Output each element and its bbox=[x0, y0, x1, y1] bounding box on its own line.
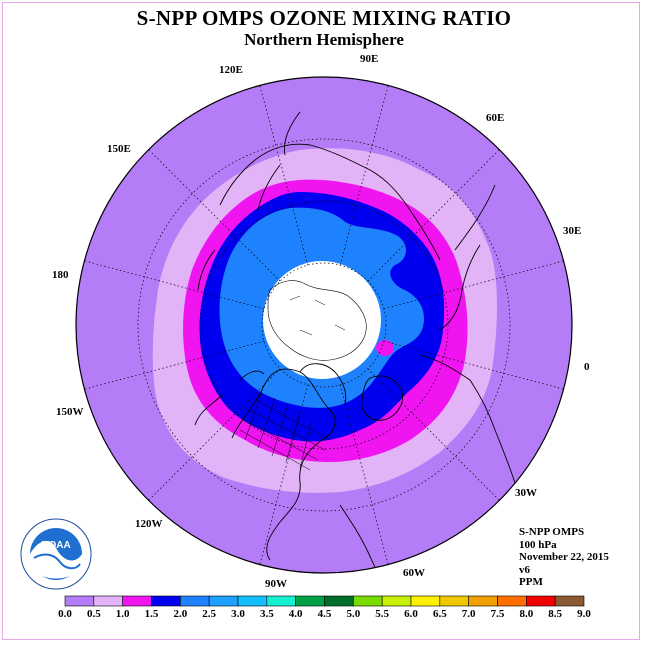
map-border bbox=[75, 76, 573, 574]
colorbar-swatch bbox=[353, 595, 383, 607]
coastlines bbox=[194, 111, 521, 573]
meridian-line bbox=[148, 368, 281, 501]
lon-label-60e: 60E bbox=[486, 112, 504, 124]
colorbar-tick-label: 8.5 bbox=[548, 608, 563, 620]
colorbar-tick-label: 0.0 bbox=[58, 608, 72, 620]
lon-label-120w: 120W bbox=[135, 518, 163, 530]
colorbar-swatch bbox=[180, 595, 210, 607]
colorbar-swatch bbox=[381, 595, 412, 607]
info-instrument: S-NPP OMPS bbox=[519, 526, 585, 538]
colorbar-swatch bbox=[93, 595, 123, 607]
colorbar-swatch bbox=[151, 595, 181, 607]
colorbar-swatch bbox=[554, 595, 585, 607]
meridian-line bbox=[259, 384, 309, 565]
meridian-line bbox=[339, 85, 389, 266]
map-subtitle: Northern Hemisphere bbox=[244, 30, 404, 49]
lon-label-180: 180 bbox=[52, 269, 69, 281]
colorbar-swatch bbox=[64, 595, 95, 607]
meridian-line bbox=[367, 149, 500, 282]
colorbar-tick-label: 8.0 bbox=[519, 608, 534, 620]
colorbar-tick-label: 1.0 bbox=[115, 608, 130, 620]
colorbar-tick-label: 4.0 bbox=[288, 608, 303, 620]
colorbar-swatch bbox=[266, 595, 296, 607]
info-units: PPM bbox=[519, 576, 543, 588]
lon-label-90w: 90W bbox=[265, 578, 287, 590]
colorbar-tick-label: 7.5 bbox=[490, 608, 505, 620]
colorbar-tick-label: 2.0 bbox=[173, 608, 188, 620]
meridian-line bbox=[84, 340, 265, 390]
info-block: S-NPP OMPS 100 hPa November 22, 2015 v6 … bbox=[519, 526, 609, 589]
noaa-logo: NOAA bbox=[20, 518, 92, 590]
info-level: 100 hPa bbox=[519, 538, 557, 551]
meridian-line bbox=[383, 260, 564, 310]
colorbar-swatch bbox=[122, 595, 152, 607]
lon-label-60w: 60W bbox=[403, 567, 425, 579]
figure-frame bbox=[2, 2, 640, 640]
colorbar-swatch bbox=[497, 595, 527, 607]
colorbar-tick-label: 1.5 bbox=[144, 608, 159, 620]
colorbar-swatch bbox=[468, 595, 498, 607]
info-version: v6 bbox=[519, 563, 530, 576]
ozone-patch bbox=[376, 340, 394, 356]
colorbar-swatch bbox=[237, 595, 268, 607]
colorbar-tick-label: 6.0 bbox=[404, 608, 418, 620]
latitude-lines bbox=[137, 138, 511, 512]
colorbar-tick-label: 9.0 bbox=[577, 608, 591, 620]
polar-night-region bbox=[263, 261, 381, 379]
info-date: November 22, 2015 bbox=[519, 551, 609, 563]
lon-label-0: 0 bbox=[584, 361, 590, 373]
colorbar bbox=[64, 595, 585, 607]
colorbar-swatch bbox=[410, 595, 441, 607]
meridian-line bbox=[259, 85, 309, 266]
meridian-line bbox=[339, 384, 389, 565]
colorbar-swatch bbox=[324, 595, 354, 607]
lon-label-150w: 150W bbox=[56, 406, 84, 418]
lon-label-90e: 90E bbox=[360, 53, 378, 65]
longitude-lines bbox=[84, 85, 564, 565]
meridian-line bbox=[367, 368, 500, 501]
meridian-line bbox=[84, 260, 265, 310]
meridian-line bbox=[148, 149, 281, 282]
colorbar-swatch bbox=[295, 595, 325, 607]
colorbar-tick-label: 3.0 bbox=[231, 608, 245, 620]
colorbar-tick-label: 2.5 bbox=[202, 608, 217, 620]
lon-label-30w: 30W bbox=[515, 487, 537, 499]
colorbar-swatch bbox=[439, 595, 469, 607]
colorbar-tick-label: 3.5 bbox=[259, 608, 274, 620]
map-title: S-NPP OMPS OZONE MIXING RATIO bbox=[136, 6, 512, 30]
colorbar-swatch bbox=[526, 595, 556, 607]
lon-label-150e: 150E bbox=[107, 143, 131, 155]
lon-label-30e: 30E bbox=[563, 225, 581, 237]
colorbar-tick-label: 5.5 bbox=[375, 608, 390, 620]
lon-label-120e: 120E bbox=[219, 64, 243, 76]
colorbar-tick-label: 0.5 bbox=[86, 608, 101, 620]
logo-text: NOAA bbox=[41, 540, 70, 551]
colorbar-tick-label: 6.5 bbox=[432, 608, 447, 620]
colorbar-swatch bbox=[208, 595, 239, 607]
colorbar-tick-label: 5.0 bbox=[346, 608, 361, 620]
state-borders bbox=[239, 391, 331, 471]
colorbar-tick-label: 4.5 bbox=[317, 608, 332, 620]
meridian-line bbox=[383, 340, 564, 390]
colorbar-tick-label: 7.0 bbox=[461, 608, 476, 620]
